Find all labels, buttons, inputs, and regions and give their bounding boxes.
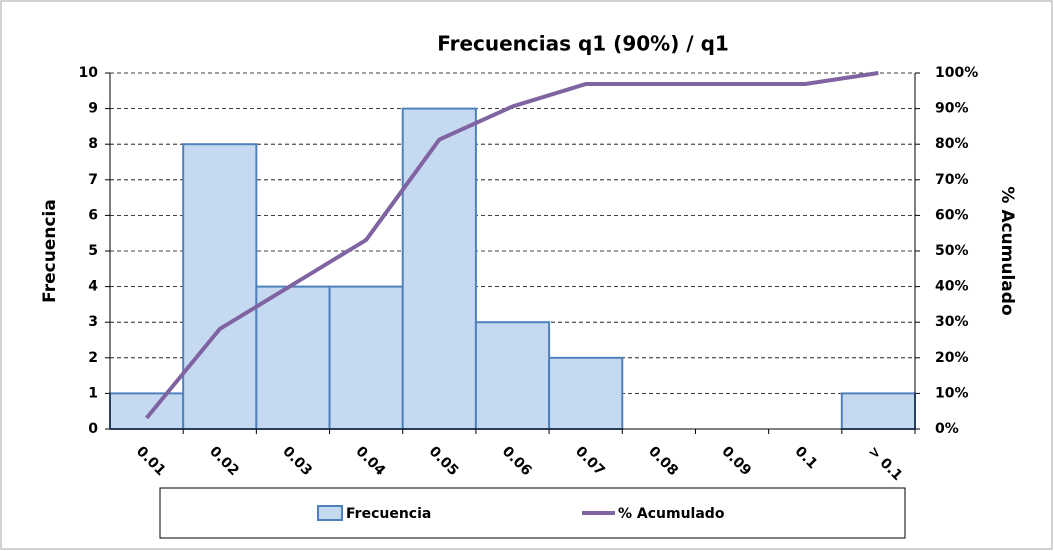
legend-label: % Acumulado: [618, 506, 725, 522]
y-tick-label: 10: [79, 65, 99, 81]
y-tick-label: 6: [88, 207, 98, 223]
bar: [109, 392, 185, 430]
bar: [840, 392, 916, 430]
bar: [474, 321, 551, 431]
y2-tick-label: 0%: [935, 421, 959, 437]
y-tick-label: 8: [88, 136, 98, 152]
y2-tick-label: 10%: [935, 385, 969, 401]
y-axis-label: Frecuencia: [40, 199, 60, 303]
y-tick-label: 7: [88, 172, 98, 188]
y-tick-label: 0: [88, 421, 98, 437]
chart-title: Frecuencias q1 (90%) / q1: [437, 32, 729, 56]
y-tick-label: 2: [88, 350, 98, 366]
y2-tick-label: 30%: [935, 314, 969, 330]
y2-tick-label: 100%: [935, 65, 978, 81]
y-tick-label: 1: [88, 385, 98, 401]
bar: [182, 143, 258, 430]
legend-swatch: [317, 505, 343, 521]
cumulative-line: [145, 71, 879, 420]
legend-box: [159, 487, 906, 539]
y-tick-label: 5: [88, 243, 98, 259]
y2-tick-label: 60%: [935, 207, 969, 223]
legend-label: Frecuencia: [346, 506, 431, 522]
y2-tick-label: 50%: [935, 243, 969, 259]
bar: [328, 285, 404, 430]
y2-tick-label: 40%: [935, 279, 969, 295]
y-tick-label: 4: [88, 279, 98, 295]
bar: [548, 356, 624, 430]
y2-tick-label: 90%: [935, 101, 969, 117]
y2-axis-label: % Acumulado: [997, 186, 1017, 315]
y2-tick-label: 80%: [935, 136, 969, 152]
y2-tick-label: 20%: [935, 350, 969, 366]
bar: [401, 107, 477, 430]
y2-tick-label: 70%: [935, 172, 969, 188]
y-tick-label: 3: [88, 314, 98, 330]
y-tick-label: 9: [88, 101, 98, 117]
bar: [255, 285, 331, 430]
